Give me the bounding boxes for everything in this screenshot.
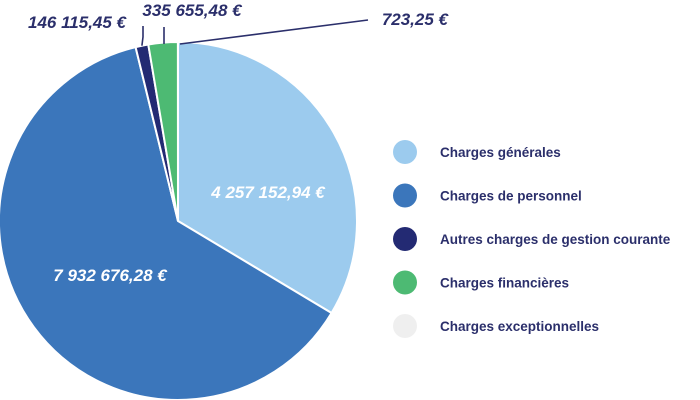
legend-swatch (393, 183, 417, 208)
value-label: 335 655,48 € (142, 1, 243, 20)
pie-slice (0, 45, 333, 400)
legend-swatch (393, 140, 417, 164)
legend-label: Charges financières (440, 276, 569, 291)
value-label: 7 932 676,28 € (53, 266, 168, 285)
leader-lines (141, 19, 369, 46)
legend-label: Charges exceptionnelles (440, 319, 599, 334)
value-label: 146 115,45 € (28, 13, 128, 32)
legend-swatch (393, 270, 417, 295)
leader-line (141, 26, 144, 46)
value-labels: 4 257 152,94 € 7 932 676,28 € 146 115,45 €… (28, 1, 450, 285)
legend-swatch (393, 314, 417, 338)
legend-swatch (393, 227, 417, 251)
leader-line (179, 19, 369, 45)
legend-label: Charges de personnel (440, 189, 582, 204)
pie-slices (0, 40, 358, 400)
legend-label: Charges générales (440, 145, 561, 160)
pie-slice (177, 40, 358, 315)
legend: Charges générales Charges de personnel Aut… (393, 140, 671, 338)
legend-label: Autres charges de gestion courante (440, 232, 671, 247)
value-label: 723,25 € (382, 10, 450, 29)
value-label: 4 257 152,94 € (210, 183, 326, 202)
